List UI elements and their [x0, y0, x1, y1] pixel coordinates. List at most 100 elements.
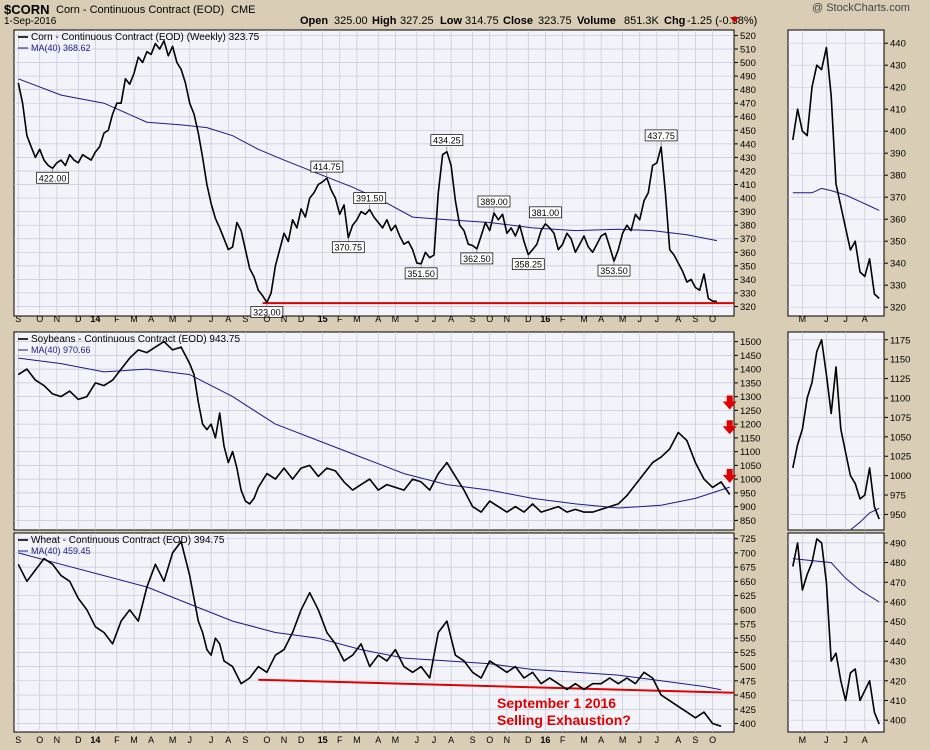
- zoom-x-tick-label: A: [862, 314, 868, 324]
- y-tick-label: 1400: [740, 365, 761, 376]
- value-label: 351.50: [407, 269, 435, 279]
- x-tick-label: O: [709, 735, 716, 745]
- x-tick-label: 16: [540, 314, 550, 324]
- x-tick-label: M: [130, 735, 138, 745]
- y-tick-label: 410: [740, 180, 756, 191]
- zoom-y-tick-label: 430: [890, 61, 906, 72]
- x-tick-label: N: [504, 314, 511, 324]
- y-tick-label: 330: [740, 288, 756, 299]
- price-line: [17, 40, 717, 304]
- series-title: Wheat - Continuous Contract (EOD) 394.75: [31, 535, 225, 546]
- value-label-box: [250, 306, 284, 318]
- ma-label: MA(40) 970.66: [31, 345, 91, 355]
- value-label-box: [353, 192, 387, 204]
- volume-label: Volume: [577, 15, 616, 27]
- zoom-x-tick-label: M: [799, 314, 807, 324]
- zoom-y-tick-label: 420: [890, 83, 906, 94]
- close-label: Close: [503, 15, 533, 27]
- zoom-y-tick-label: 400: [890, 127, 906, 138]
- x-tick-label: M: [130, 314, 138, 324]
- x-tick-label: S: [15, 314, 21, 324]
- x-tick-label: O: [486, 735, 493, 745]
- value-label: 422.00: [39, 173, 67, 183]
- price-line: [17, 340, 731, 513]
- support-line: [258, 678, 735, 694]
- series-title: Corn - Continuous Contract (EOD) (Weekly…: [31, 32, 260, 43]
- x-tick-label: S: [15, 735, 21, 745]
- value-label-box: [36, 171, 69, 184]
- y-tick-label: 1350: [740, 378, 761, 389]
- value-label-box: [404, 267, 438, 280]
- x-tick-label: F: [560, 314, 566, 324]
- value-label-box: [310, 160, 344, 173]
- zoom-y-tick-label: 1075: [890, 413, 911, 424]
- y-tick-label: 400: [740, 719, 756, 730]
- zoom-y-tick-label: 380: [890, 171, 906, 182]
- y-tick-label: 480: [740, 85, 756, 96]
- y-tick-label: 950: [740, 488, 756, 499]
- low-value: 314.75: [465, 15, 499, 27]
- symbol-label: $CORN: [4, 2, 50, 17]
- ma-line: [18, 78, 717, 242]
- x-tick-label: A: [448, 314, 454, 324]
- y-tick-label: 650: [740, 577, 756, 588]
- x-tick-label: S: [692, 314, 698, 324]
- zoom-x-tick-label: J: [824, 735, 829, 745]
- x-tick-label: D: [75, 314, 82, 324]
- x-tick-label: F: [337, 314, 343, 324]
- x-tick-label: 14: [90, 314, 100, 324]
- zoom-y-tick-label: 440: [890, 39, 906, 50]
- zoom-x-tick-label: A: [862, 735, 868, 745]
- close-value: 323.75: [538, 15, 572, 27]
- x-tick-label: M: [169, 735, 177, 745]
- y-tick-label: 390: [740, 207, 756, 218]
- x-tick-label: J: [637, 735, 642, 745]
- x-tick-label: O: [263, 314, 270, 324]
- x-tick-label: J: [187, 735, 192, 745]
- x-tick-label: J: [415, 314, 420, 324]
- x-tick-label: J: [655, 735, 660, 745]
- watermark: @ StockCharts.com: [812, 2, 910, 14]
- y-tick-label: 700: [740, 548, 756, 559]
- zoom-y-tick-label: 1150: [890, 355, 910, 366]
- y-tick-label: 510: [740, 44, 756, 55]
- y-tick-label: 460: [740, 112, 756, 123]
- zoom-y-tick-label: 1125: [890, 374, 910, 385]
- x-tick-label: D: [298, 735, 305, 745]
- x-tick-label: 15: [318, 314, 328, 324]
- y-tick-label: 370: [740, 234, 756, 245]
- x-tick-label: A: [675, 314, 681, 324]
- down-arrow-icon: [722, 395, 737, 410]
- value-label-box: [477, 195, 511, 208]
- zoom-y-tick-label: 490: [890, 538, 906, 549]
- y-tick-label: 490: [740, 72, 756, 83]
- x-tick-label: M: [580, 735, 588, 745]
- y-tick-label: 450: [740, 126, 756, 137]
- value-label-box: [644, 129, 678, 142]
- value-label: 358.25: [515, 260, 543, 270]
- date-label: 1-Sep-2016: [4, 16, 57, 27]
- zoom-ma-line: [850, 507, 880, 531]
- annotation-line: September 1 2016: [497, 695, 616, 711]
- y-tick-label: 1500: [740, 337, 761, 348]
- zoom-y-tick-label: 950: [890, 510, 906, 521]
- x-tick-label: F: [337, 735, 343, 745]
- x-tick-label: N: [281, 314, 288, 324]
- x-tick-label: O: [36, 314, 43, 324]
- y-tick-label: 1100: [740, 447, 760, 458]
- y-tick-label: 340: [740, 275, 756, 286]
- x-tick-label: F: [114, 735, 120, 745]
- value-label-box: [430, 134, 464, 147]
- y-tick-label: 550: [740, 634, 756, 645]
- zoom-y-tick-label: 975: [890, 491, 906, 502]
- x-tick-label: N: [54, 314, 61, 324]
- x-tick-label: O: [486, 314, 493, 324]
- x-tick-label: A: [598, 314, 604, 324]
- x-tick-label: J: [655, 314, 660, 324]
- panel-1: 320 330 340 350 360 370 380 390 400 410 420 430 440 4…: [13, 29, 906, 318]
- x-tick-label: S: [470, 314, 476, 324]
- high-label: High: [372, 15, 397, 27]
- y-tick-label: 475: [740, 676, 756, 687]
- y-tick-label: 625: [740, 591, 756, 602]
- x-tick-label: M: [353, 314, 361, 324]
